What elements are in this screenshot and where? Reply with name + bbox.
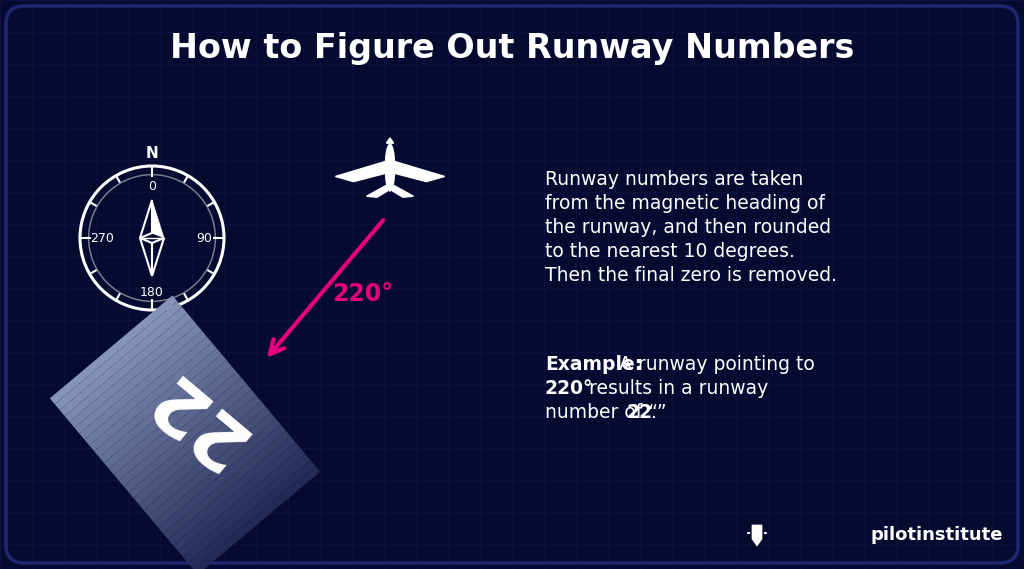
Polygon shape	[392, 185, 414, 197]
Polygon shape	[70, 319, 197, 428]
Polygon shape	[143, 407, 271, 516]
Text: 220°: 220°	[333, 282, 393, 306]
Text: pilotinstitute: pilotinstitute	[870, 526, 1002, 544]
Polygon shape	[84, 337, 212, 446]
Polygon shape	[193, 466, 321, 569]
Text: the runway, and then rounded: the runway, and then rounded	[545, 218, 831, 237]
Polygon shape	[336, 161, 387, 182]
Ellipse shape	[385, 144, 394, 191]
Polygon shape	[129, 389, 256, 498]
Text: from the magnetic heading of: from the magnetic heading of	[545, 194, 825, 213]
Polygon shape	[133, 395, 261, 504]
Text: 0: 0	[148, 179, 156, 192]
Text: 270: 270	[90, 232, 114, 245]
Polygon shape	[367, 185, 387, 197]
Polygon shape	[178, 448, 305, 557]
Polygon shape	[99, 354, 226, 463]
Text: 180: 180	[140, 286, 164, 299]
Polygon shape	[59, 307, 187, 416]
Polygon shape	[183, 454, 310, 563]
Text: 220°: 220°	[545, 379, 593, 398]
Polygon shape	[148, 413, 275, 522]
Text: number of “: number of “	[545, 403, 657, 422]
Text: 22: 22	[627, 403, 653, 422]
Text: N: N	[145, 146, 159, 160]
Text: Then the final zero is removed.: Then the final zero is removed.	[545, 266, 837, 285]
Polygon shape	[75, 325, 202, 434]
Polygon shape	[94, 348, 221, 457]
Polygon shape	[50, 295, 177, 404]
Polygon shape	[109, 366, 237, 475]
Polygon shape	[65, 313, 193, 422]
Polygon shape	[138, 401, 266, 510]
Text: A runway pointing to: A runway pointing to	[613, 355, 815, 374]
Polygon shape	[392, 161, 444, 182]
Polygon shape	[124, 384, 251, 492]
Polygon shape	[154, 419, 281, 527]
Text: 90: 90	[196, 232, 212, 245]
Polygon shape	[386, 138, 393, 143]
Text: Runway numbers are taken: Runway numbers are taken	[545, 170, 804, 189]
Text: How to Figure Out Runway Numbers: How to Figure Out Runway Numbers	[170, 31, 854, 64]
Polygon shape	[187, 460, 315, 568]
Polygon shape	[168, 436, 296, 545]
Polygon shape	[114, 372, 242, 481]
Text: Example:: Example:	[545, 355, 642, 374]
Polygon shape	[152, 200, 164, 238]
Polygon shape	[163, 431, 291, 539]
Polygon shape	[173, 442, 300, 551]
Text: 22: 22	[132, 353, 258, 476]
Text: results in a runway: results in a runway	[583, 379, 768, 398]
Polygon shape	[80, 331, 207, 439]
Polygon shape	[119, 378, 247, 486]
Text: .”: .”	[651, 403, 667, 422]
Polygon shape	[159, 424, 286, 533]
Polygon shape	[752, 525, 762, 546]
Text: to the nearest 10 degrees.: to the nearest 10 degrees.	[545, 242, 795, 261]
Polygon shape	[54, 302, 182, 410]
Polygon shape	[104, 360, 231, 469]
Polygon shape	[89, 343, 217, 451]
